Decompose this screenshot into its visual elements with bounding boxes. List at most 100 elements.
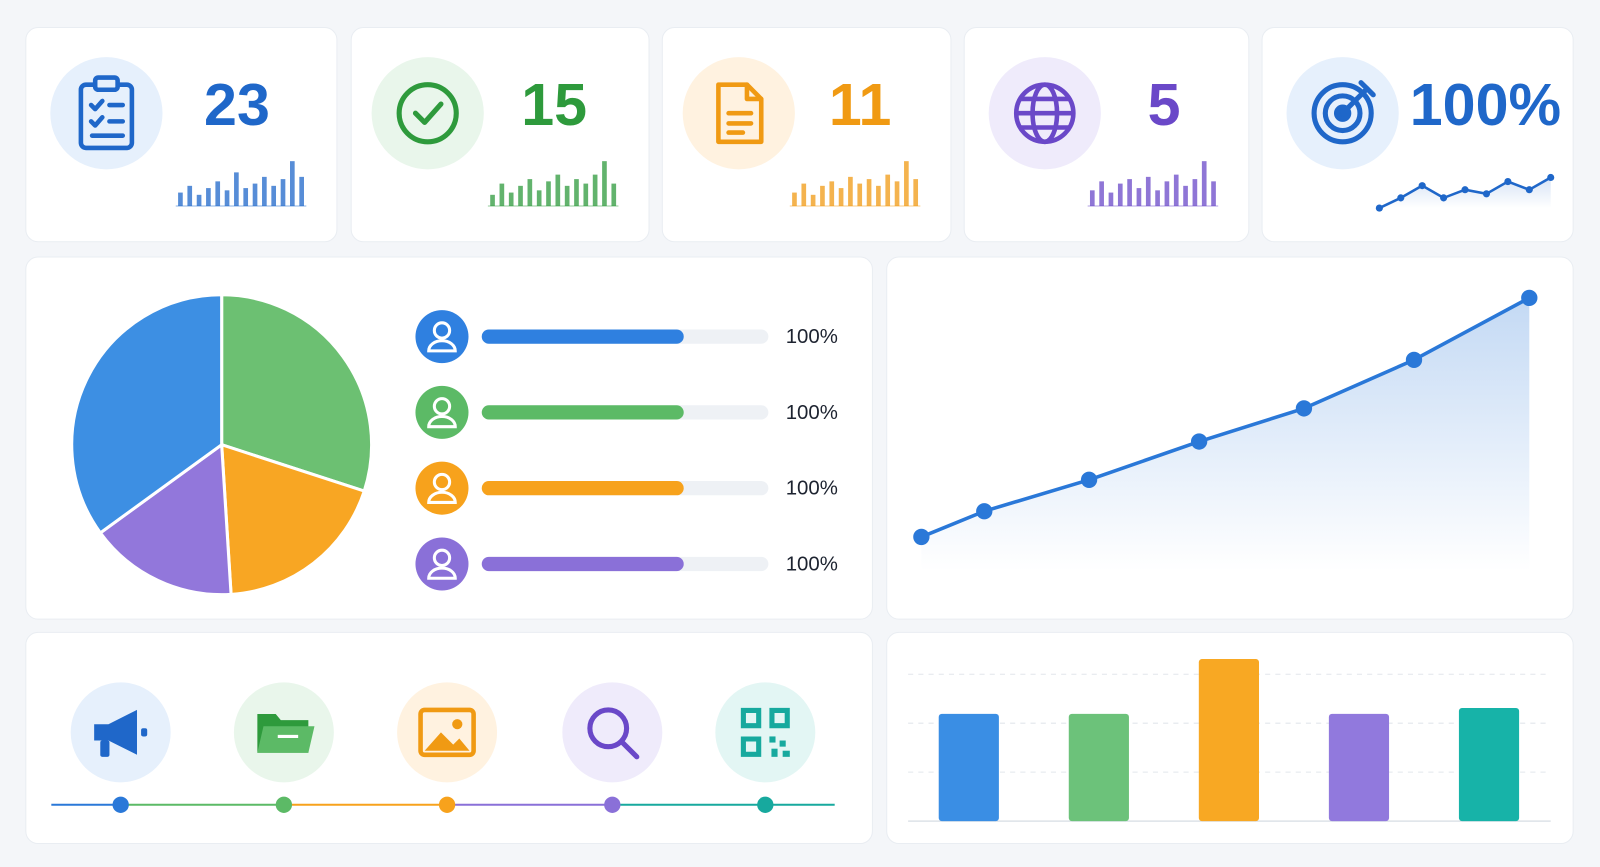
spark-bar [1173, 174, 1179, 207]
avatar-head [432, 548, 452, 568]
spark-bar [224, 190, 230, 207]
bar [938, 713, 999, 822]
folder-icon [257, 714, 315, 753]
spark-bar [290, 161, 295, 207]
spark-bar [215, 181, 221, 207]
spark-bar [592, 174, 598, 207]
line-point [1080, 471, 1098, 488]
icon-bg [50, 57, 163, 170]
icon-bg [715, 682, 816, 783]
spark-bar [518, 185, 523, 207]
spark-bar [1145, 176, 1151, 207]
spark-bar [792, 192, 797, 207]
search-icon [587, 707, 640, 760]
avatar-head [432, 397, 452, 416]
line-point [976, 503, 993, 520]
stat-value: 11 [829, 71, 892, 138]
spark-bar [206, 188, 211, 207]
avatar-body [427, 414, 457, 429]
icon-bg [397, 682, 498, 783]
bar [1458, 708, 1520, 822]
progress-label: 100% [786, 402, 838, 424]
spark-dot [1440, 194, 1448, 202]
spark-bar [1099, 181, 1104, 207]
spark-bar [1201, 161, 1207, 207]
spark-bar [838, 188, 844, 207]
stat-value: 100% [1410, 71, 1561, 138]
timeline-dot [275, 796, 293, 813]
spark-bar [820, 185, 825, 207]
spark-bar [546, 181, 551, 207]
timeline-dot [757, 796, 774, 813]
progress-bar [481, 481, 684, 496]
progress-bar [481, 556, 684, 572]
check-icon [396, 82, 459, 145]
megaphone-icon [94, 709, 148, 757]
avatar-body [427, 490, 457, 504]
avatar-body [427, 339, 457, 353]
donut-slice [70, 293, 224, 535]
spark-bar [187, 185, 193, 207]
timeline-dot [604, 796, 621, 813]
avatars [415, 310, 469, 591]
progress-bar [481, 329, 684, 344]
spark-bar [1089, 190, 1095, 207]
spark-bar [904, 161, 909, 207]
spark-bar [602, 161, 607, 207]
spark-bar [574, 179, 579, 207]
spark-dot [1482, 190, 1491, 198]
donut-slice [219, 442, 367, 596]
spark-bar [555, 174, 561, 207]
spark-bar [536, 190, 542, 207]
spark-bar [611, 183, 617, 207]
stat-value: 5 [1148, 71, 1181, 138]
progress-label: 100% [786, 478, 838, 500]
spark-bar [829, 181, 835, 207]
spark-bar [857, 183, 863, 207]
spark-dot [1461, 186, 1469, 194]
spark-bar [810, 194, 816, 207]
avatar-body [427, 566, 457, 580]
progress-label: 100% [786, 326, 838, 348]
spark-bar [1183, 185, 1188, 207]
avatar-head [432, 321, 452, 340]
bar [1068, 713, 1129, 822]
document-icon [716, 82, 764, 145]
image-icon [418, 707, 476, 758]
spark-bar [1192, 179, 1198, 207]
line-point [1521, 289, 1538, 307]
spark-bar [801, 183, 807, 207]
spark-bar [913, 179, 919, 207]
line-point [913, 528, 930, 546]
spark-dot [1397, 194, 1405, 202]
spark-bar [876, 185, 881, 207]
spark-bar [508, 192, 514, 207]
line-point [1405, 351, 1423, 369]
icon-bg [562, 682, 663, 783]
spark-bar [1127, 179, 1132, 207]
spark-bar [848, 176, 853, 207]
spark-bar [894, 181, 900, 207]
spark-bar [243, 188, 249, 207]
progress-label: 100% [786, 553, 838, 575]
bar [1328, 713, 1390, 822]
spark-bar [1136, 188, 1142, 207]
spark-bar [1117, 183, 1123, 207]
icon-bg [371, 57, 484, 170]
spark-bar [1164, 181, 1170, 207]
timeline-dot [438, 796, 456, 813]
spark-bar [490, 194, 495, 207]
spark-bar [583, 183, 589, 207]
donut-slice [220, 293, 374, 493]
bar [1198, 659, 1259, 822]
progress-bar [481, 405, 684, 420]
stat-value: 15 [521, 71, 587, 138]
spark-bar [234, 172, 239, 207]
spark-bar [885, 174, 891, 207]
spark-bar [1211, 181, 1216, 207]
line-point [1295, 400, 1313, 417]
globe-icon [1013, 82, 1076, 145]
stat-value: 23 [204, 71, 270, 138]
